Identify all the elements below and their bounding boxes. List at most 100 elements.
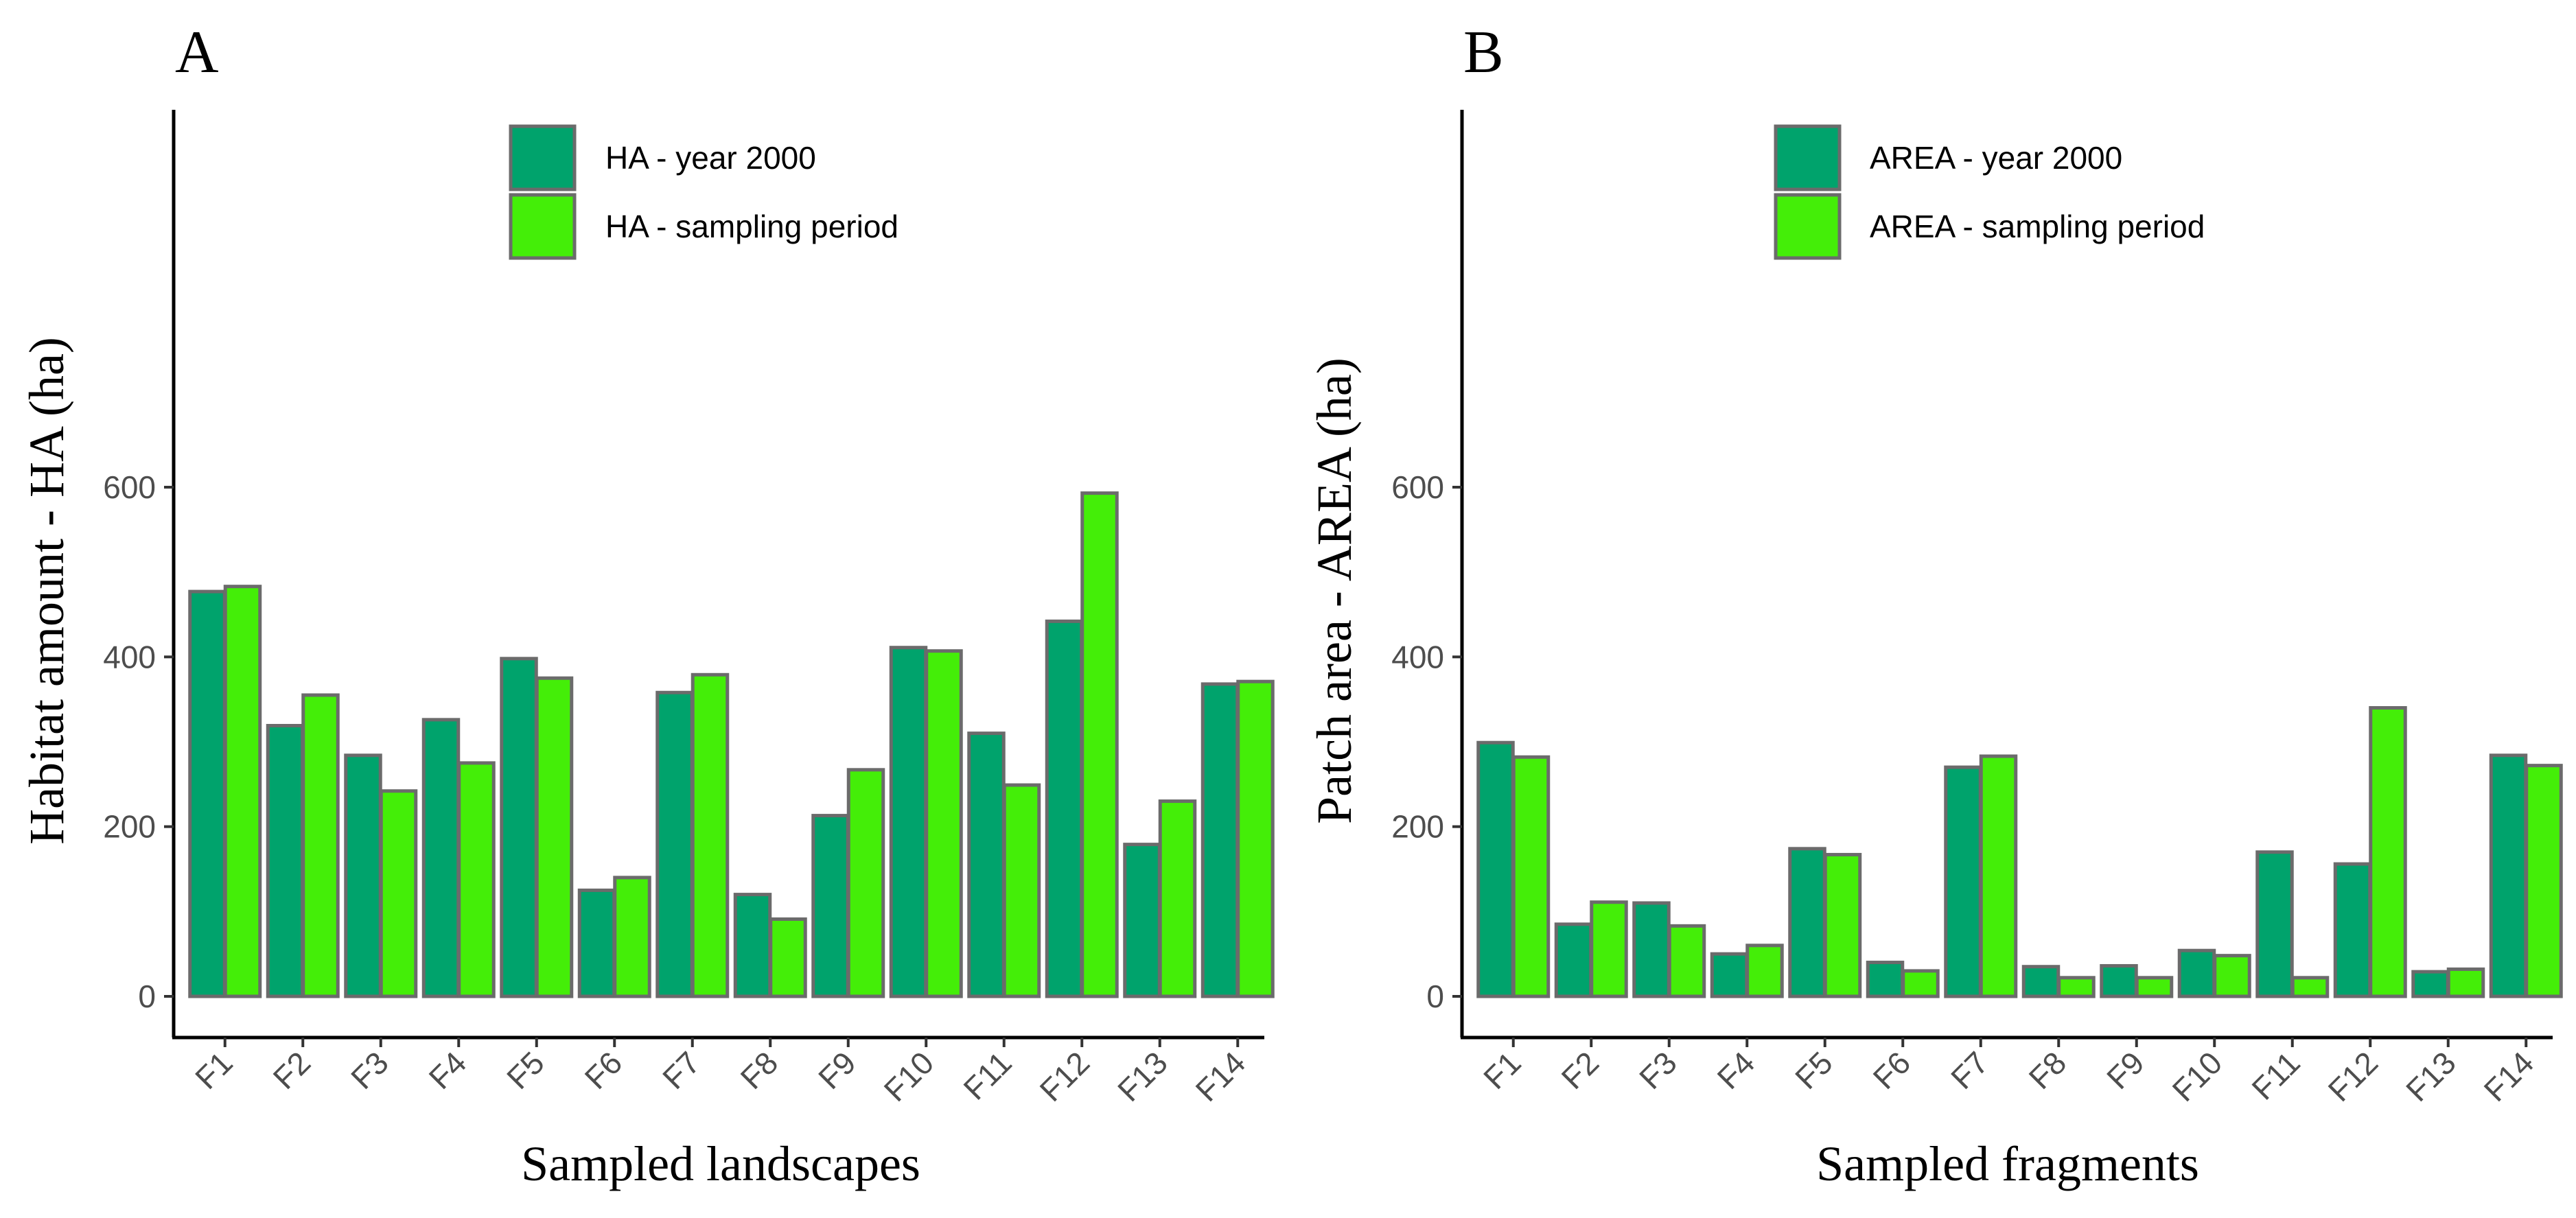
x-tick-label: F6 (1866, 1044, 1918, 1096)
x-tick-label: F12 (1033, 1044, 1097, 1108)
x-tick-label: F13 (2399, 1044, 2463, 1108)
x-tick-label: F13 (1111, 1044, 1174, 1108)
x-tick-label: F9 (2100, 1044, 2151, 1096)
bar-f5-series-1 (500, 657, 538, 998)
x-tick-label: F3 (1632, 1044, 1684, 1096)
bar-f14-series-2 (2525, 764, 2563, 998)
x-tick-label: F1 (188, 1044, 240, 1096)
bar-f7-series-2 (691, 672, 730, 998)
bar-f13-series-1 (2411, 970, 2450, 998)
bar-f3-series-2 (1667, 924, 1706, 998)
x-tick-label: F11 (956, 1044, 1018, 1106)
bar-f1-series-2 (1511, 755, 1551, 998)
bar-f8-series-2 (2057, 976, 2096, 998)
bar-f11-series-2 (1002, 783, 1041, 998)
y-axis-title: Patch area - AREA (ha) (1307, 358, 1362, 824)
y-tick-label: 400 (103, 639, 156, 675)
bar-f3-series-1 (344, 753, 382, 998)
x-tick-label: F11 (2244, 1044, 2306, 1106)
x-tick-label: F7 (655, 1044, 707, 1096)
bar-f6-series-2 (1901, 969, 1940, 998)
x-tick-label: F12 (2321, 1044, 2385, 1108)
bar-f10-series-1 (2177, 948, 2216, 998)
bar-f11-series-2 (2290, 976, 2330, 998)
bar-f5-series-2 (1823, 852, 1862, 998)
x-tick-label: F9 (811, 1044, 863, 1096)
legend-label-series-1: HA - year 2000 (605, 140, 816, 176)
legend-key-series-1 (1774, 124, 1842, 191)
bar-f4-series-1 (421, 718, 461, 998)
x-axis-title: Sampled fragments (1816, 1136, 2199, 1191)
bar-f13-series-2 (1158, 799, 1197, 998)
x-tick-label: F3 (344, 1044, 395, 1096)
x-tick-label: F14 (1189, 1044, 1253, 1108)
bar-f3-series-1 (1632, 901, 1671, 998)
bar-f2-series-1 (1554, 922, 1593, 998)
legend-key-series-2 (509, 193, 577, 260)
bar-f9-series-2 (2135, 976, 2174, 998)
x-tick-label: F1 (1476, 1044, 1528, 1096)
y-tick-label: 600 (1391, 469, 1444, 505)
bar-f12-series-1 (2333, 862, 2372, 998)
bar-f6-series-1 (1866, 961, 1905, 998)
x-tick-label: F5 (1788, 1044, 1840, 1096)
bar-f1-series-2 (223, 585, 262, 998)
bar-f12-series-1 (1045, 619, 1084, 998)
x-tick-label: F6 (578, 1044, 629, 1096)
bar-f1-series-1 (188, 589, 227, 998)
bar-f14-series-1 (2489, 753, 2528, 998)
bar-f10-series-2 (925, 649, 963, 998)
x-tick-label: F2 (1555, 1044, 1606, 1096)
bar-f4-series-1 (1710, 952, 1749, 998)
bar-f8-series-1 (2021, 965, 2061, 998)
legend-label-series-2: HA - sampling period (605, 209, 898, 244)
bar-f6-series-2 (613, 876, 651, 998)
bar-f10-series-2 (2213, 954, 2251, 998)
y-tick-label: 600 (103, 469, 156, 505)
bar-f9-series-1 (811, 814, 850, 998)
bar-f13-series-1 (1123, 843, 1161, 998)
bar-f11-series-1 (2255, 850, 2294, 998)
legend-key-series-2 (1774, 193, 1842, 260)
bar-f1-series-1 (1476, 740, 1515, 998)
x-axis-title: Sampled landscapes (521, 1136, 920, 1191)
bar-f14-series-2 (1236, 679, 1275, 998)
x-tick-label: F4 (422, 1044, 474, 1096)
bar-f7-series-2 (1979, 754, 2018, 998)
bar-f9-series-2 (846, 768, 885, 998)
bar-f5-series-1 (1788, 847, 1826, 998)
y-tick-label: 0 (1426, 979, 1444, 1014)
x-tick-label: F8 (2022, 1044, 2074, 1096)
bar-f8-series-1 (733, 893, 772, 998)
x-tick-label: F10 (2166, 1044, 2229, 1108)
bar-f2-series-1 (266, 723, 305, 998)
bar-f5-series-2 (535, 676, 574, 998)
y-axis-title: Habitat amount - HA (ha) (19, 337, 74, 845)
x-tick-label: F5 (500, 1044, 551, 1096)
bar-f9-series-1 (2100, 963, 2138, 998)
bar-f4-series-2 (457, 761, 496, 998)
bar-f10-series-1 (889, 646, 928, 998)
legend-label-series-2: AREA - sampling period (1870, 209, 2205, 244)
bar-f6-series-1 (577, 888, 616, 998)
x-tick-label: F2 (266, 1044, 318, 1096)
bar-f7-series-1 (1944, 765, 1982, 998)
bar-f3-series-2 (379, 789, 418, 998)
x-tick-label: F7 (1944, 1044, 1995, 1096)
y-tick-label: 400 (1391, 639, 1444, 675)
y-tick-label: 200 (103, 809, 156, 845)
bar-f14-series-1 (1200, 682, 1240, 998)
bar-f7-series-1 (655, 690, 694, 998)
y-tick-label: 0 (138, 979, 156, 1014)
y-tick-label: 200 (1391, 809, 1444, 845)
bar-f8-series-2 (769, 917, 807, 998)
legend-key-series-1 (509, 124, 577, 191)
x-tick-label: F4 (1710, 1044, 1762, 1096)
bar-f4-series-2 (1745, 944, 1784, 998)
bar-f2-series-2 (1590, 900, 1628, 998)
bar-f11-series-1 (967, 731, 1006, 998)
bar-f13-series-2 (2446, 967, 2485, 998)
